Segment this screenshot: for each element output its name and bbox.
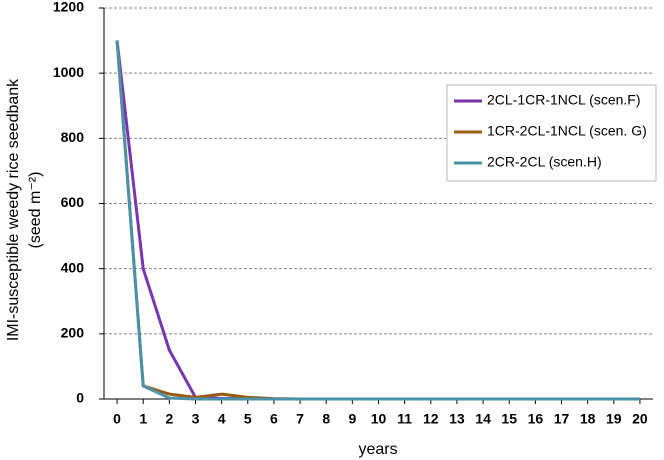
x-tick-label: 3 xyxy=(192,411,200,427)
y-tick-label: 0 xyxy=(76,390,84,406)
y-axis-title: IMI-susceptible weedy rice seedbank xyxy=(5,78,22,341)
x-tick-label: 8 xyxy=(322,411,330,427)
x-tick-label: 11 xyxy=(397,411,412,427)
series-line xyxy=(115,40,640,401)
x-tick-label: 1 xyxy=(139,411,147,427)
x-tick-label: 0 xyxy=(113,411,121,427)
x-tick-label: 17 xyxy=(554,411,570,427)
x-tick-label: 12 xyxy=(423,411,439,427)
y-tick-label: 200 xyxy=(61,325,85,341)
x-tick-label: 14 xyxy=(475,411,491,427)
y-tick-label: 1200 xyxy=(53,0,84,15)
x-tick-label: 6 xyxy=(270,411,278,427)
y-tick-label: 800 xyxy=(61,129,85,145)
x-tick-label: 7 xyxy=(296,411,304,427)
y-tick-label: 600 xyxy=(61,194,85,210)
x-tick-label: 9 xyxy=(348,411,356,427)
x-tick-label: 4 xyxy=(218,411,226,427)
y-tick-label: 1000 xyxy=(53,64,84,80)
x-tick-label: 13 xyxy=(449,411,465,427)
x-tick-label: 2 xyxy=(165,411,173,427)
legend-label: 1CR-2CL-1NCL (scen. G) xyxy=(487,123,647,139)
legend-label: 2CL-1CR-1NCL (scen.F) xyxy=(487,92,641,108)
legend-label: 2CR-2CL (scen.H) xyxy=(487,154,602,170)
x-axis-title: years xyxy=(358,441,397,458)
y-axis-title: (seed m⁻²) xyxy=(27,172,44,249)
y-tick-label: 400 xyxy=(61,259,85,275)
x-tick-label: 20 xyxy=(632,411,648,427)
x-tick-label: 15 xyxy=(501,411,517,427)
x-tick-label: 18 xyxy=(580,411,596,427)
x-tick-label: 10 xyxy=(371,411,387,427)
x-tick-label: 5 xyxy=(244,411,252,427)
x-tick-label: 16 xyxy=(528,411,544,427)
x-tick-label: 19 xyxy=(606,411,622,427)
